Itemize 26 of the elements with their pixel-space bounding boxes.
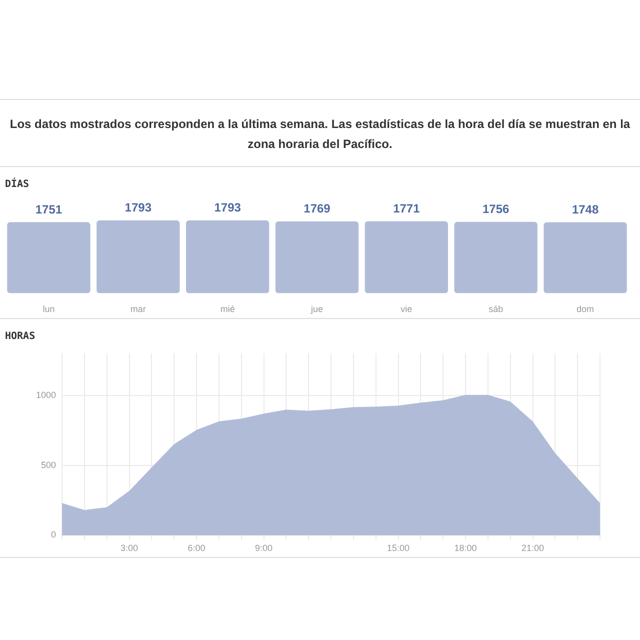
data-label: 1769 <box>304 202 331 216</box>
y-tick-label: 500 <box>40 460 56 470</box>
y-tick-label: 0 <box>51 530 56 540</box>
x-tick-label: 21:00 <box>521 543 544 554</box>
data-label: 1748 <box>572 202 599 217</box>
x-tick-label: 6:00 <box>188 543 206 554</box>
data-label: 1793 <box>214 200 242 215</box>
x-tick-label: 9:00 <box>255 543 273 554</box>
x-tick-label: mié <box>220 304 235 314</box>
x-tick-label: 15:00 <box>386 543 410 554</box>
x-tick-label: 18:00 <box>454 543 477 554</box>
data-label: 1771 <box>393 202 420 216</box>
x-tick-label: 3:00 <box>120 543 138 554</box>
x-tick-label: jue <box>310 304 324 314</box>
chart-title: Los datos mostrados corresponden a la última semana. Las estadísticas de la hora del día se muestran en la zona horaria del Pacífico. <box>0 100 640 167</box>
data-label: 1756 <box>482 202 510 216</box>
data-label: 1751 <box>35 202 62 216</box>
x-tick-label: mar <box>130 304 146 314</box>
x-tick-label: sáb <box>488 304 504 314</box>
x-tick-label: lun <box>42 304 55 314</box>
y-tick-label: 1000 <box>36 390 56 400</box>
x-tick-label: vie <box>400 304 412 314</box>
x-tick-label: dom <box>576 304 594 314</box>
chart-title: HORAS <box>4 330 36 342</box>
data-label: 1793 <box>124 200 152 215</box>
chart-subtitle: DÍAS <box>4 176 30 190</box>
